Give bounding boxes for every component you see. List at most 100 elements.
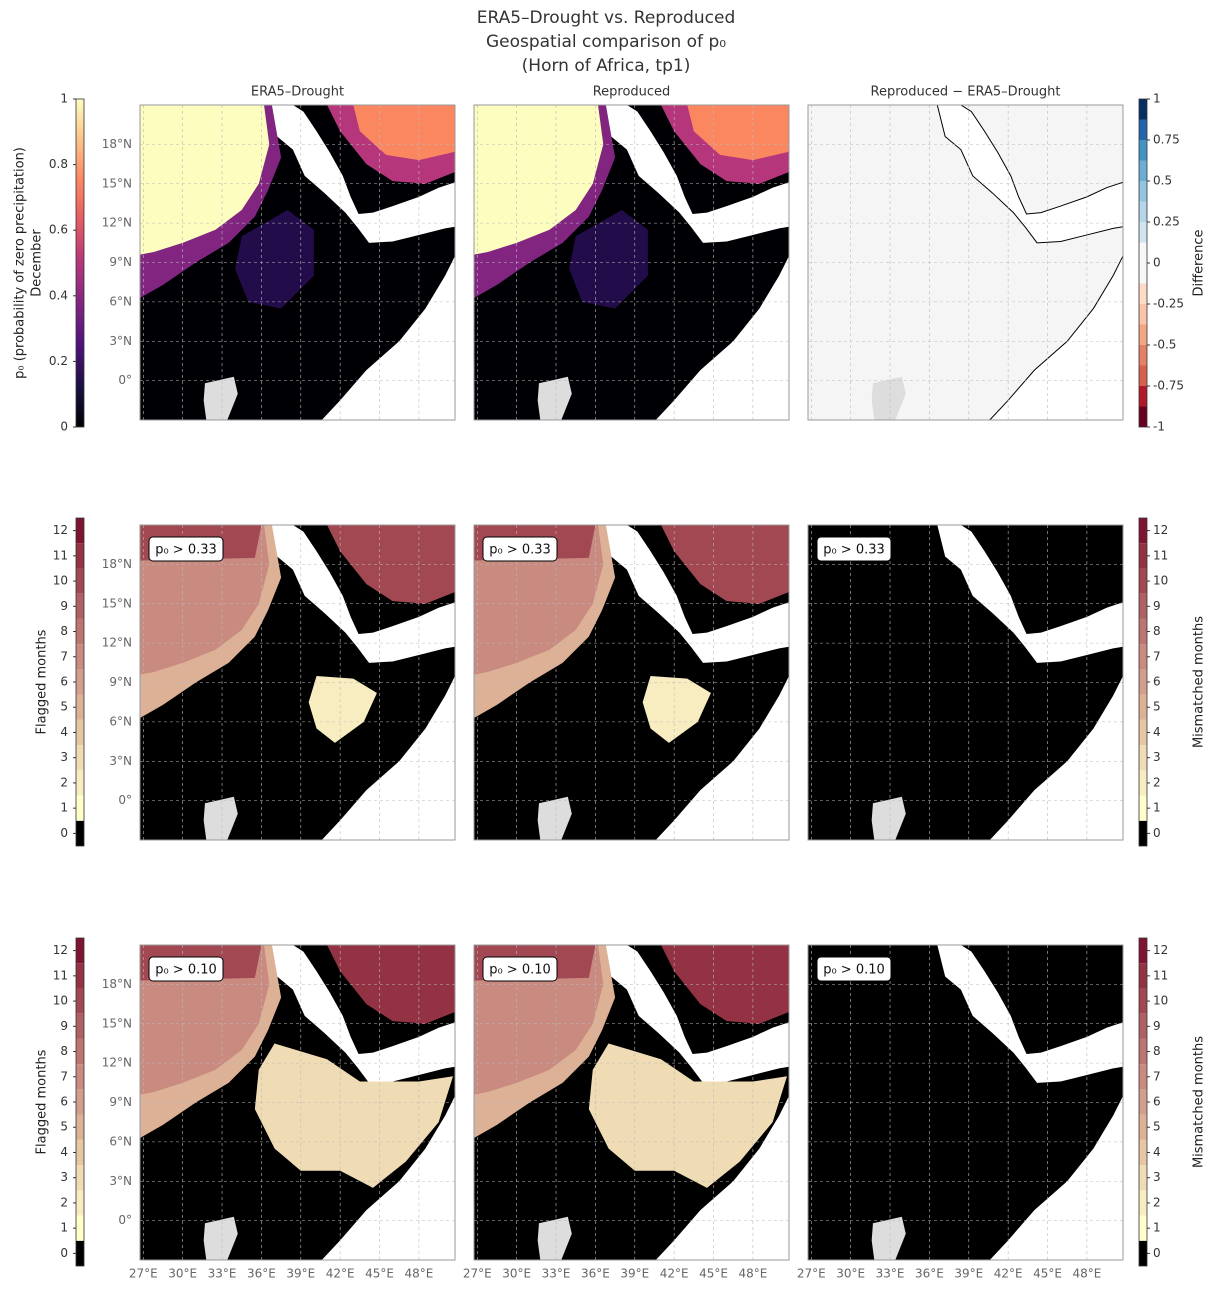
- lake: [203, 1216, 238, 1260]
- region: [140, 105, 270, 255]
- map-panel: [140, 945, 455, 1260]
- annotation-box: [816, 536, 892, 562]
- y-tick-label: 6°N: [109, 714, 132, 728]
- colorbar-band: [1139, 181, 1147, 202]
- colorbar-band: [1139, 201, 1147, 222]
- colorbar-band: [76, 1240, 84, 1266]
- colorbar-band: [1139, 1190, 1147, 1216]
- colorbar-band: [1139, 1013, 1147, 1039]
- colorbar-tick-label: -0.5: [1153, 338, 1176, 352]
- colorbar-tick-label: 0.4: [49, 288, 68, 302]
- colorbar-band: [76, 518, 84, 544]
- colorbar-tick-label: 12: [1153, 523, 1168, 537]
- colorbar-band: [76, 1215, 84, 1241]
- x-tick-label: 30°E: [836, 1267, 865, 1281]
- colorbar-tick-label: 2: [1153, 775, 1161, 789]
- colorbar-band: [1139, 618, 1147, 645]
- colorbar-band: [1139, 406, 1147, 427]
- colorbar-tick-label: 9: [1153, 599, 1161, 613]
- colorbar-tick-label: 3: [1153, 750, 1161, 764]
- y-tick-label: 6°N: [109, 294, 132, 308]
- subtitle: (Horn of Africa, tp1): [522, 56, 691, 76]
- colorbar-band: [76, 1064, 84, 1090]
- colorbar-label: Mismatched months: [1192, 616, 1207, 748]
- x-tick-label: 36°E: [247, 1267, 276, 1281]
- map-panel: [808, 105, 1123, 420]
- colorbar-tick-label: 12: [53, 943, 68, 957]
- y-tick-label: 0°: [118, 373, 132, 387]
- x-tick-label: 42°E: [660, 1267, 689, 1281]
- colorbar-band: [76, 719, 84, 746]
- colorbar-tick-label: 8: [1153, 624, 1161, 638]
- colorbar-band: [1139, 283, 1147, 304]
- colorbar-tick-label: 10: [1153, 994, 1168, 1008]
- colorbar-tick-label: 0.75: [1153, 133, 1180, 147]
- colorbar-band: [76, 543, 84, 569]
- colorbar-tick-label: 10: [53, 574, 68, 588]
- panel-frame: [807, 524, 1124, 841]
- colorbar-band: [1139, 242, 1147, 263]
- colorbar-tick-label: 12: [1153, 943, 1168, 957]
- colorbar-tick-label: 8: [60, 1044, 68, 1058]
- region: [140, 945, 270, 1095]
- colorbar-band: [1139, 386, 1147, 407]
- panel-frame: [473, 104, 790, 421]
- x-tick-label: 27°E: [129, 1267, 158, 1281]
- colorbar-band: [1139, 745, 1147, 771]
- colorbar-tick-label: 5: [1153, 700, 1161, 714]
- colorbar-tick-label: 4: [60, 1145, 68, 1159]
- colorbar-tick-label: 12: [53, 523, 68, 537]
- colorbar-band: [1139, 568, 1147, 594]
- region: [140, 525, 270, 675]
- annotation-box: [148, 956, 224, 982]
- x-tick-label: 45°E: [1033, 1267, 1062, 1281]
- colorbar-tick-label: 4: [1153, 725, 1161, 739]
- colorbar-band: [1139, 988, 1147, 1014]
- colorbar-tick-label: 4: [60, 725, 68, 739]
- colorbar-tick-label: 8: [60, 624, 68, 638]
- y-tick-label: 18°N: [102, 557, 132, 571]
- colorbar-tick-label: 7: [60, 649, 68, 663]
- region: [687, 105, 789, 161]
- colorbar-tick-label: 6: [1153, 1095, 1161, 1109]
- x-tick-label: 33°E: [876, 1267, 905, 1281]
- colorbar-band: [1139, 938, 1147, 964]
- x-tick-label: 45°E: [365, 1267, 394, 1281]
- colorbar-tick-label: 0.5: [1153, 174, 1172, 188]
- region: [235, 210, 314, 309]
- colorbar-tick-label: 8: [1153, 1044, 1161, 1058]
- colorbar-band: [1139, 963, 1147, 989]
- lake: [203, 796, 238, 840]
- colorbar-band: [76, 963, 84, 989]
- colorbar-tick-label: 11: [1153, 548, 1168, 562]
- colorbar-tick-label: 11: [53, 548, 68, 562]
- colorbar-band: [76, 1089, 84, 1115]
- lake: [871, 376, 906, 420]
- colorbar-band: [1139, 770, 1147, 796]
- annotation: p₀ > 0.33: [823, 543, 885, 558]
- colorbar-tick-label: 0.25: [1153, 215, 1180, 229]
- map-panel: [474, 525, 789, 840]
- colorbar-band: [1139, 365, 1147, 386]
- colorbar-tick-label: 1: [60, 1221, 68, 1235]
- colorbar-band: [1139, 99, 1147, 120]
- panel-frame: [139, 104, 456, 421]
- colorbar-label: Flagged months: [35, 629, 50, 734]
- y-tick-label: 3°N: [109, 1174, 132, 1188]
- colorbar-label: Difference: [1192, 229, 1207, 296]
- colorbar-band: [1139, 694, 1147, 720]
- colorbar-tick-label: 0.2: [49, 354, 68, 368]
- x-tick-label: 39°E: [620, 1267, 649, 1281]
- colorbar-tick-label: 4: [1153, 1145, 1161, 1159]
- annotation: p₀ > 0.10: [823, 963, 885, 978]
- colorbar-band: [76, 745, 84, 771]
- colorbar-tick-label: 9: [60, 599, 68, 613]
- colorbar-tick-label: 2: [1153, 1195, 1161, 1209]
- annotation: p₀ > 0.33: [155, 543, 217, 558]
- colorbar-band: [76, 1038, 84, 1065]
- annotation: p₀ > 0.10: [489, 963, 551, 978]
- colorbar-band: [76, 1139, 84, 1166]
- colorbar-band: [1139, 222, 1147, 243]
- x-tick-label: 42°E: [326, 1267, 355, 1281]
